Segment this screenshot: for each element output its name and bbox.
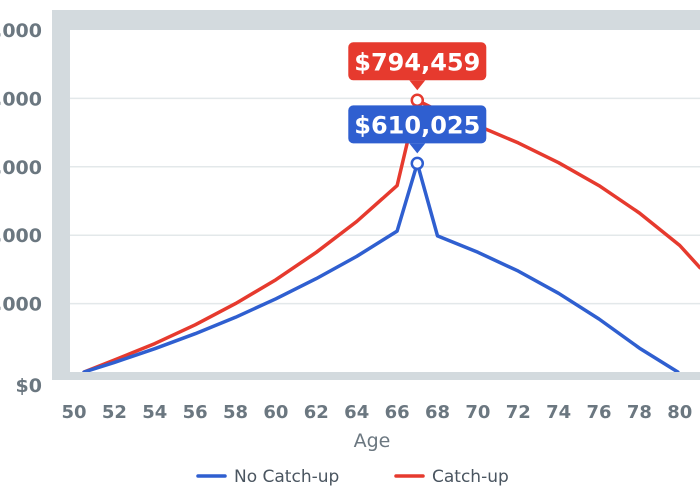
y-tick-label: ,000 — [0, 88, 42, 110]
x-tick-label: 70 — [465, 402, 490, 423]
callout-pointer — [409, 80, 426, 91]
x-tick-label: 60 — [263, 402, 288, 423]
callout-box — [348, 42, 487, 81]
x-tick-label: 64 — [344, 402, 369, 423]
x-tick-label: 56 — [183, 402, 208, 423]
plot-area — [70, 30, 700, 372]
x-tick-label: 76 — [587, 402, 612, 423]
x-tick-label: 58 — [223, 402, 248, 423]
x-tick-label: 74 — [546, 402, 571, 423]
callout-label: $610,025 — [354, 111, 480, 139]
y-tick-label: ,000 — [0, 157, 42, 179]
callout-pointer — [409, 143, 426, 154]
x-tick-label: 52 — [102, 402, 127, 423]
legend-label: No Catch-up — [234, 467, 339, 487]
x-tick-label: 80 — [667, 402, 692, 423]
callout-label: $794,459 — [354, 48, 480, 76]
x-tick-label: 68 — [425, 402, 450, 423]
series-line-no-catch-up — [82, 161, 680, 372]
x-tick-label: 72 — [506, 402, 531, 423]
y-tick-label: $0 — [16, 375, 42, 397]
x-axis-title: Age — [354, 430, 391, 452]
callout-box — [348, 105, 487, 144]
peak-marker — [410, 156, 425, 171]
x-tick-label: 50 — [61, 402, 86, 423]
x-tick-label: 66 — [385, 402, 410, 423]
x-tick-label: 78 — [627, 402, 652, 423]
x-tick-label: 62 — [304, 402, 329, 423]
peak-marker — [410, 93, 425, 108]
legend-label: Catch-up — [432, 467, 509, 487]
y-tick-label: ,000 — [0, 294, 42, 316]
x-tick-label: 54 — [142, 402, 167, 423]
y-tick-label: ,000 — [0, 20, 42, 42]
y-tick-label: ,000 — [0, 225, 42, 247]
